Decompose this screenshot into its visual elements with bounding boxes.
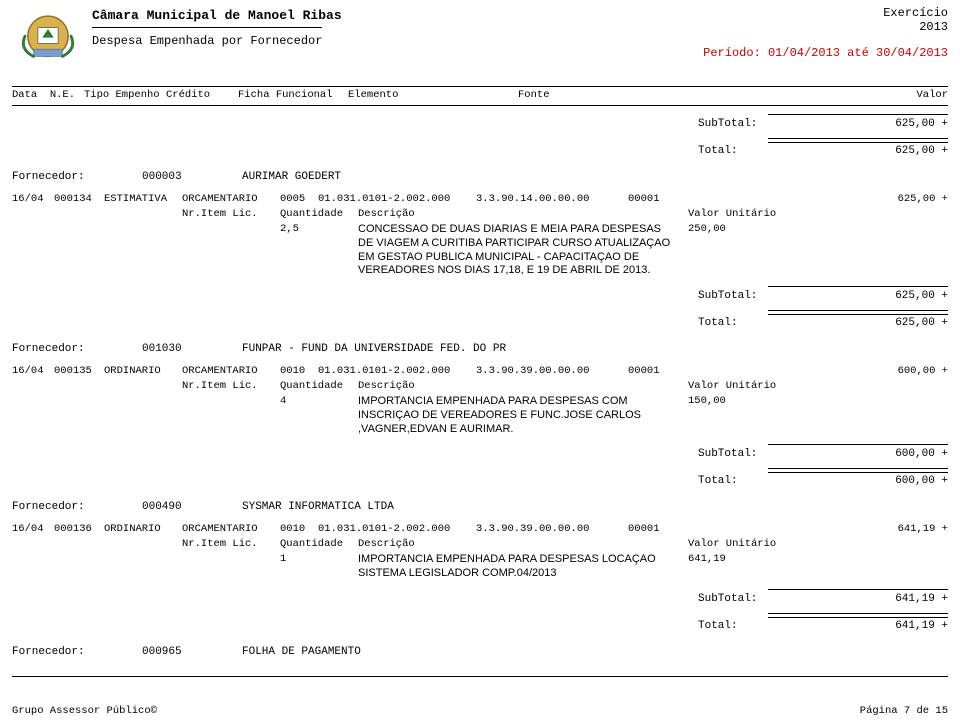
supplier-name: FOLHA DE PAGAMENTO: [242, 646, 948, 658]
period-value: 01/04/2013 até 30/04/2013: [768, 46, 948, 60]
supplier-total-value: 625,00 +: [768, 310, 948, 329]
item-qtd: 2,5: [280, 223, 358, 278]
supplier-row: Fornecedor: 000003 AURIMAR GOEDERT: [12, 171, 948, 183]
total-label: Total:: [698, 145, 768, 157]
header-divider: [92, 27, 322, 28]
col-valor: Valor: [678, 89, 948, 101]
municipal-seal-icon: [12, 6, 84, 78]
entry-tipo: ESTIMATIVA: [104, 193, 182, 205]
subtotal-label: SubTotal:: [698, 118, 768, 130]
supplier-name: AURIMAR GOEDERT: [242, 171, 948, 183]
entry-fonte: 00001: [628, 193, 738, 205]
col-credito: Crédito: [166, 89, 238, 101]
supplier-subtotal-value: 625,00 +: [768, 286, 948, 302]
entry-row: 16/04 000136 ORDINARIO ORCAMENTARIO 0010…: [12, 523, 948, 535]
supplier-row: Fornecedor: 001030 FUNPAR - FUND DA UNIV…: [12, 343, 948, 355]
carryover-total-row: Total: 625,00 +: [12, 138, 948, 157]
entry-row: 16/04 000135 ORDINARIO ORCAMENTARIO 0010…: [12, 365, 948, 377]
item-desc-label: Descrição: [358, 208, 688, 220]
header-text-block: Câmara Municipal de Manoel Ribas Despesa…: [92, 6, 703, 48]
period-line: Período: 01/04/2013 até 30/04/2013: [703, 46, 948, 60]
item-data-row: 2,5 CONCESSAO DE DUAS DIARIAS E MEIA PAR…: [12, 223, 948, 278]
report-header: Câmara Municipal de Manoel Ribas Despesa…: [0, 0, 960, 82]
supplier-code: 000003: [142, 171, 242, 183]
supplier-subtotal-row: SubTotal: 641,19 +: [12, 589, 948, 605]
carryover-subtotal-value: 625,00 +: [768, 114, 948, 130]
report-title: Despesa Empenhada por Fornecedor: [92, 34, 703, 48]
col-elemento: Elemento: [348, 89, 518, 101]
footer-rule: [12, 676, 948, 677]
organization-name: Câmara Municipal de Manoel Ribas: [92, 8, 703, 23]
supplier-label: Fornecedor:: [12, 171, 142, 183]
entry-credito: ORCAMENTARIO: [182, 193, 280, 205]
col-ficha-func: Ficha Funcional: [238, 89, 348, 101]
exercise-label: Exercício: [703, 6, 948, 20]
entry-elemento: 3.3.90.14.00.00.00: [476, 193, 628, 205]
supplier-total-row: Total: 625,00 +: [12, 310, 948, 329]
supplier-subtotal-row: SubTotal: 600,00 +: [12, 444, 948, 460]
entry-valor: 625,00 +: [738, 193, 948, 205]
report-body: SubTotal: 625,00 + Total: 625,00 + Forne…: [0, 114, 960, 658]
carryover-subtotal-row: SubTotal: 625,00 +: [12, 114, 948, 130]
entry-ne: 000134: [54, 193, 104, 205]
col-data-ne: Data N.E.: [12, 89, 84, 101]
item-valor-unitario: 250,00: [688, 223, 798, 278]
footer-left: Grupo Assessor Público©: [12, 705, 157, 717]
item-lic-label: Nr.Item Lic.: [182, 208, 280, 220]
supplier-subtotal-row: SubTotal: 625,00 +: [12, 286, 948, 302]
item-description: CONCESSAO DE DUAS DIARIAS E MEIA PARA DE…: [358, 223, 688, 278]
header-rule-top: [12, 86, 948, 87]
page-footer: Grupo Assessor Público© Página 7 de 15: [0, 701, 960, 723]
item-vu-label: Valor Unitário: [688, 208, 798, 220]
item-header-row: Nr.Item Lic. Quantidade Descrição Valor …: [12, 380, 948, 392]
entry-data: 16/04: [12, 193, 54, 205]
supplier-total-row: Total: 600,00 +: [12, 468, 948, 487]
supplier-row: Fornecedor: 000965 FOLHA DE PAGAMENTO: [12, 646, 948, 658]
exercise-year: 2013: [703, 20, 948, 34]
supplier-name: SYSMAR INFORMATICA LTDA: [242, 501, 948, 513]
item-data-row: 4 IMPORTANCIA EMPENHADA PARA DESPESAS CO…: [12, 395, 948, 436]
column-headers: Data N.E. Tipo Empenho Crédito Ficha Fun…: [0, 89, 960, 101]
item-header-row: Nr.Item Lic. Quantidade Descrição Valor …: [12, 538, 948, 550]
col-tipo: Tipo Empenho: [84, 89, 166, 101]
header-rule-bottom: [12, 105, 948, 106]
item-description: IMPORTANCIA EMPENHADA PARA DESPESAS LOCA…: [358, 553, 688, 581]
entry-funcional: 01.031.0101-2.002.000: [318, 193, 476, 205]
entry-row: 16/04 000134 ESTIMATIVA ORCAMENTARIO 000…: [12, 193, 948, 205]
item-description: IMPORTANCIA EMPENHADA PARA DESPESAS COM …: [358, 395, 688, 436]
item-qtd-label: Quantidade: [280, 208, 358, 220]
supplier-code: 001030: [142, 343, 242, 355]
supplier-total-row: Total: 641,19 +: [12, 613, 948, 632]
supplier-name: FUNPAR - FUND DA UNIVERSIDADE FED. DO PR: [242, 343, 948, 355]
item-data-row: 1 IMPORTANCIA EMPENHADA PARA DESPESAS LO…: [12, 553, 948, 581]
footer-right: Página 7 de 15: [860, 705, 948, 717]
carryover-total-value: 625,00 +: [768, 138, 948, 157]
supplier-code: 000490: [142, 501, 242, 513]
header-right-block: Exercício 2013 Período: 01/04/2013 até 3…: [703, 6, 948, 60]
supplier-row: Fornecedor: 000490 SYSMAR INFORMATICA LT…: [12, 501, 948, 513]
period-label: Período:: [703, 46, 761, 60]
supplier-code: 000965: [142, 646, 242, 658]
col-fonte: Fonte: [518, 89, 678, 101]
entry-ficha: 0005: [280, 193, 318, 205]
item-header-row: Nr.Item Lic. Quantidade Descrição Valor …: [12, 208, 948, 220]
